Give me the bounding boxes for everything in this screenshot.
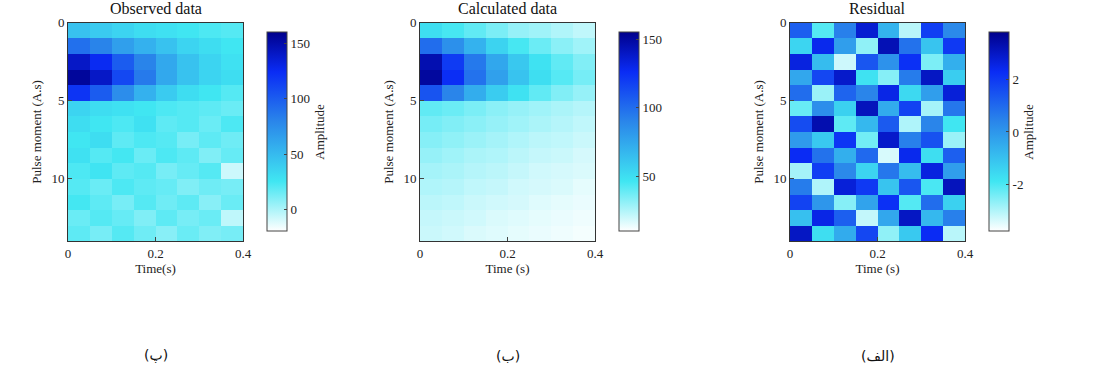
svg-text:5: 5 [58, 93, 65, 108]
svg-text:Observed data: Observed data [110, 0, 202, 17]
svg-text:0.4: 0.4 [235, 246, 252, 261]
svg-text:0.4: 0.4 [957, 246, 974, 261]
svg-text:10: 10 [51, 171, 64, 186]
svg-text:5: 5 [780, 93, 787, 108]
svg-text:0.2: 0.2 [147, 246, 163, 261]
svg-text:50: 50 [291, 147, 304, 162]
svg-text:0: 0 [417, 246, 424, 261]
svg-text:2: 2 [1013, 72, 1020, 87]
svg-text:(پ): (پ) [144, 347, 168, 364]
svg-text:Pulse moment (A.s): Pulse moment (A.s) [29, 80, 44, 184]
svg-text:Calculated data: Calculated data [458, 0, 557, 17]
svg-text:100: 100 [291, 91, 311, 106]
svg-text:10: 10 [403, 171, 416, 186]
svg-text:Amplitude: Amplitude [1021, 104, 1036, 160]
svg-text:0: 0 [780, 15, 787, 30]
svg-text:-2: -2 [1013, 177, 1024, 192]
svg-text:(الف): (الف) [861, 348, 895, 364]
svg-text:0: 0 [65, 246, 72, 261]
svg-text:0.2: 0.2 [869, 246, 885, 261]
svg-text:100: 100 [643, 100, 663, 115]
svg-text:0: 0 [58, 15, 65, 30]
svg-text:0: 0 [787, 246, 794, 261]
svg-text:Pulse moment (A.s): Pulse moment (A.s) [751, 80, 766, 184]
svg-text:Time(s): Time(s) [135, 261, 176, 276]
svg-text:0.4: 0.4 [587, 246, 604, 261]
svg-text:(ب): (ب) [496, 348, 520, 364]
svg-text:0.2: 0.2 [499, 246, 515, 261]
svg-text:Pulse moment (A.s): Pulse moment (A.s) [381, 80, 396, 184]
svg-text:0: 0 [291, 202, 298, 217]
svg-text:150: 150 [643, 32, 663, 47]
svg-text:50: 50 [643, 169, 656, 184]
svg-text:Time (s): Time (s) [856, 261, 900, 276]
svg-text:150: 150 [291, 36, 311, 51]
svg-text:Time (s): Time (s) [486, 261, 530, 276]
svg-text:0: 0 [1013, 125, 1020, 140]
svg-text:5: 5 [410, 93, 417, 108]
svg-text:Amplitude: Amplitude [312, 104, 327, 160]
svg-text:10: 10 [773, 171, 786, 186]
svg-text:Residual: Residual [849, 0, 906, 17]
svg-text:0: 0 [410, 15, 417, 30]
